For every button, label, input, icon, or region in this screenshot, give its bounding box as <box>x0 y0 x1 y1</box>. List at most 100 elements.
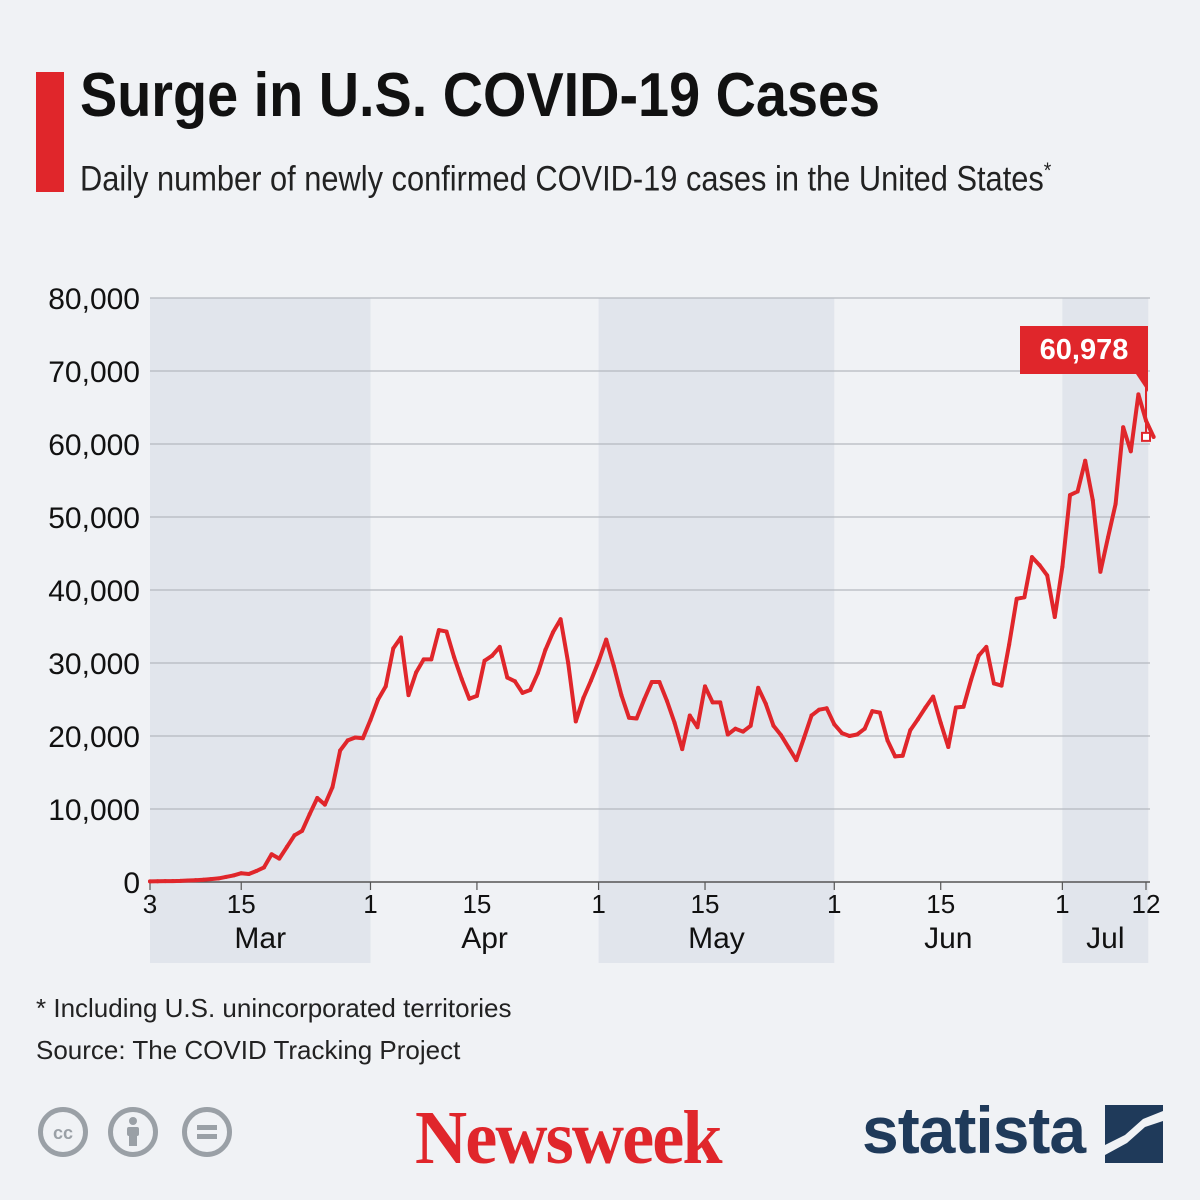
gridlines <box>150 297 1150 883</box>
data-point <box>1121 425 1126 430</box>
data-point <box>497 644 502 649</box>
data-point <box>969 677 974 682</box>
data-point <box>634 716 639 721</box>
data-point <box>482 658 487 663</box>
data-point <box>999 683 1004 688</box>
y-tick-label: 30,000 <box>48 648 140 681</box>
data-point <box>611 663 616 668</box>
data-point <box>444 629 449 634</box>
month-label: May <box>688 922 745 955</box>
y-tick-label: 50,000 <box>48 502 140 535</box>
data-point <box>178 878 183 883</box>
data-point <box>155 879 160 884</box>
statista-logo-mark <box>1105 1105 1163 1163</box>
data-point <box>360 736 365 741</box>
x-tick-label: 3 <box>143 889 157 919</box>
y-tick-label: 40,000 <box>48 575 140 608</box>
data-point <box>1083 458 1088 463</box>
data-point <box>703 684 708 689</box>
x-tick-label: 15 <box>227 889 256 919</box>
statista-logo: statista <box>862 1093 1086 1167</box>
data-point <box>566 661 571 665</box>
data-point <box>763 701 768 706</box>
data-point <box>893 754 898 759</box>
data-point <box>779 733 784 738</box>
data-point <box>931 694 936 699</box>
x-tick-label: 1 <box>827 889 841 919</box>
data-point <box>459 677 464 682</box>
chart-title: Surge in U.S. COVID-19 Cases <box>80 61 881 130</box>
data-point <box>695 725 700 730</box>
data-point <box>657 679 662 684</box>
data-point <box>216 876 221 881</box>
data-point <box>741 729 746 734</box>
x-tick-label: 15 <box>691 889 720 919</box>
data-point <box>1052 615 1057 620</box>
data-point <box>452 655 457 660</box>
data-point <box>581 696 586 701</box>
data-point <box>733 726 738 731</box>
title-accent-bar <box>36 72 64 192</box>
y-tick-label: 60,000 <box>48 429 140 462</box>
data-point <box>1151 434 1156 439</box>
data-point <box>771 723 776 728</box>
data-point <box>254 869 259 874</box>
x-tick-label: 1 <box>363 889 377 919</box>
y-tick-label: 20,000 <box>48 721 140 754</box>
data-point <box>877 710 882 715</box>
month-label: Jun <box>924 922 972 955</box>
callout-value: 60,978 <box>1040 334 1129 366</box>
highlight-marker <box>1141 431 1151 442</box>
data-point <box>946 744 951 749</box>
data-point <box>649 679 654 684</box>
data-point <box>748 723 753 728</box>
newsweek-logo: Newsweek <box>415 1096 723 1180</box>
svg-text:cc: cc <box>53 1123 73 1143</box>
data-point <box>885 738 890 743</box>
month-label: Jul <box>1086 922 1124 955</box>
data-point <box>642 697 647 702</box>
data-point <box>1113 501 1118 506</box>
x-tick-label: 12 <box>1132 889 1161 919</box>
data-point <box>672 720 677 725</box>
data-point <box>208 877 213 882</box>
data-point <box>817 707 822 712</box>
data-point <box>467 696 472 701</box>
data-point <box>376 697 381 702</box>
data-point <box>710 700 715 705</box>
data-point <box>961 704 966 709</box>
data-point <box>558 617 563 622</box>
data-point <box>1014 596 1019 601</box>
y-tick-label: 80,000 <box>48 283 140 316</box>
data-point <box>915 717 920 722</box>
data-point <box>292 833 297 838</box>
data-point <box>718 700 723 705</box>
data-point <box>231 873 236 878</box>
data-point <box>1075 489 1080 494</box>
data-point <box>543 647 548 652</box>
data-point <box>246 871 251 876</box>
data-point <box>756 685 761 690</box>
data-point <box>368 717 373 722</box>
series-layer <box>148 392 1156 884</box>
data-point <box>414 670 419 675</box>
attribution-icon <box>108 1107 158 1157</box>
x-tick-label: 15 <box>462 889 491 919</box>
data-point <box>665 698 670 703</box>
cc-icon: cc <box>38 1107 88 1157</box>
line-chart: 0 10,000 20,000 30,000 40,000 50,000 60,000 70,… <box>48 283 1161 963</box>
data-point <box>626 715 631 720</box>
data-point <box>1045 573 1050 578</box>
data-point <box>505 675 510 680</box>
data-point <box>1029 555 1034 560</box>
data-point <box>436 628 441 633</box>
month-label: Apr <box>461 922 508 955</box>
data-point <box>1060 564 1065 569</box>
data-point <box>490 653 495 658</box>
data-point <box>474 693 479 698</box>
data-point <box>824 706 829 711</box>
chart-subtitle: Daily number of newly confirmed COVID-19… <box>80 158 1051 200</box>
data-point <box>284 844 289 849</box>
x-tick-label: 1 <box>591 889 605 919</box>
data-point <box>262 865 267 870</box>
